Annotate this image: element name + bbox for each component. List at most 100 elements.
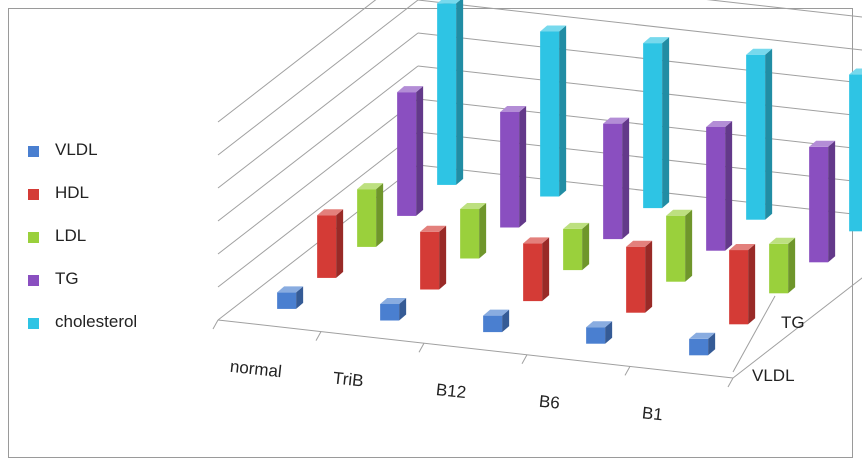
bar-front-face: [540, 31, 560, 197]
bar-front-face: [626, 246, 646, 313]
depth-axis-label: VLDL: [752, 366, 795, 385]
category-label: B1: [641, 403, 664, 424]
bar-cholesterol-B6: [746, 48, 773, 220]
bar-side-face: [788, 237, 796, 294]
bar-top-face: [603, 117, 630, 124]
bar-top-face: [380, 298, 407, 305]
bar-top-face: [769, 237, 796, 244]
category-label: B12: [435, 380, 467, 402]
bar-top-face: [357, 183, 384, 190]
gridline-side: [217, 131, 419, 288]
category-tick: [727, 377, 734, 388]
bar-HDL-B6: [626, 240, 653, 313]
bar-side-face: [502, 309, 510, 333]
gridline-side: [217, 0, 377, 123]
category-tick: [624, 366, 631, 376]
bar-top-face: [277, 286, 304, 293]
bar-side-face: [708, 332, 716, 356]
bar-front-face: [357, 189, 377, 247]
gridline-side: [217, 0, 419, 156]
legend-label: HDL: [55, 183, 90, 202]
bar-side-face: [456, 0, 464, 185]
legend-swatch: [28, 275, 39, 286]
gridline-side: [217, 32, 419, 189]
bar-top-face: [626, 240, 653, 247]
bar-TG-B12: [603, 117, 630, 240]
bar-LDL-TriB: [460, 203, 487, 259]
bar-side-face: [479, 203, 487, 259]
bar-top-face: [746, 48, 773, 55]
bar-top-face: [483, 309, 510, 316]
bar-cholesterol-B12: [643, 37, 670, 209]
bar-front-face: [317, 215, 337, 278]
bar-side-face: [828, 140, 836, 263]
bar-side-face: [542, 237, 550, 302]
bar-side-face: [336, 209, 344, 278]
bar-front-face: [460, 209, 480, 259]
legend-label: LDL: [55, 226, 87, 245]
legend-label: TG: [55, 269, 79, 288]
gridline-back: [417, 98, 862, 150]
bar-side-face: [765, 48, 773, 220]
gridline-side: [217, 65, 419, 222]
gridline-back: [417, 32, 862, 84]
gridline-back: [417, 131, 862, 183]
bar-top-face: [317, 209, 344, 216]
legend-swatch: [28, 318, 39, 329]
bar-TG-B1: [809, 140, 836, 263]
bar-front-face: [437, 3, 457, 185]
bar-LDL-B6: [666, 209, 693, 282]
category-label: normal: [229, 357, 283, 381]
bar-top-face: [460, 203, 487, 210]
legend-swatch: [28, 146, 39, 157]
bar-HDL-TriB: [420, 225, 447, 290]
bar-front-face: [586, 327, 606, 344]
bar-VLDL-B6: [586, 321, 613, 344]
bar-side-face: [582, 222, 590, 271]
bar-top-face: [689, 332, 716, 339]
bar-front-face: [769, 243, 789, 294]
bar-side-face: [399, 298, 407, 321]
depth-axis-label: TG: [781, 313, 805, 332]
bar-top-face: [809, 140, 836, 147]
bar-front-face: [809, 146, 829, 263]
category-tick: [212, 319, 219, 330]
bar-top-face: [420, 225, 447, 232]
bar-front-face: [483, 315, 503, 333]
bar-HDL-B1: [729, 244, 756, 325]
bar-front-face: [563, 228, 583, 271]
bar-VLDL-B1: [689, 332, 716, 356]
bar-side-face: [376, 183, 384, 247]
bar-TG-normal: [397, 86, 424, 216]
bar-top-face: [437, 0, 461, 4]
depth-axis-line: [732, 295, 776, 373]
bar-front-face: [500, 112, 520, 228]
bar-front-face: [643, 43, 663, 209]
bar-front-face: [729, 250, 749, 325]
bar-front-face: [849, 74, 862, 232]
bar-side-face: [725, 120, 733, 251]
gridline-back: [417, 0, 862, 51]
bar-side-face: [559, 25, 567, 197]
bar-side-face: [622, 117, 630, 240]
bar-cholesterol-B1: [849, 68, 862, 232]
bar-side-face: [416, 86, 424, 216]
bars: [277, 0, 862, 356]
bar-VLDL-TriB: [380, 298, 407, 321]
bar-top-face: [523, 237, 550, 244]
bar-front-face: [397, 92, 417, 216]
bar-side-face: [605, 321, 613, 344]
bar-LDL-B12: [563, 222, 590, 271]
bar-cholesterol-normal: [437, 0, 464, 185]
bar-side-face: [296, 286, 304, 309]
bar-TG-B6: [706, 120, 733, 251]
legend-swatch: [28, 232, 39, 243]
category-tick: [418, 342, 425, 353]
bar-side-face: [662, 37, 670, 209]
bar-front-face: [523, 243, 543, 302]
legend-label: VLDL: [55, 140, 98, 159]
bar-front-face: [706, 126, 726, 251]
bar-LDL-B1: [769, 237, 796, 294]
bar-top-face: [666, 209, 693, 216]
